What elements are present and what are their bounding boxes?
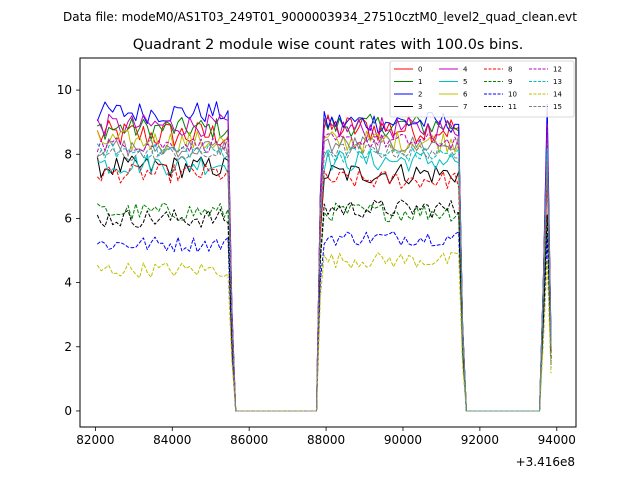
y-tick-label: 0 (64, 404, 72, 418)
legend-label-4: 4 (463, 66, 468, 74)
x-tick-label: 92000 (461, 433, 499, 447)
legend-label-13: 13 (553, 78, 562, 86)
legend-label-3: 3 (418, 103, 422, 111)
x-tick-label: 86000 (230, 433, 268, 447)
y-tick-label: 10 (57, 83, 72, 97)
legend-label-0: 0 (418, 66, 422, 74)
legend-frame (389, 60, 575, 118)
legend-label-15: 15 (553, 103, 562, 111)
legend-label-10: 10 (508, 91, 517, 99)
x-tick-label: 82000 (76, 433, 114, 447)
axes-frame (79, 57, 577, 428)
legend-label-9: 9 (508, 78, 512, 86)
axis-ticks: 82000 84000 86000 88000 90000 92000 94000 0 2 4 6 8… (57, 83, 576, 447)
x-tick-label: 94000 (538, 433, 576, 447)
legend-label-5: 5 (463, 78, 467, 86)
legend-label-6: 6 (463, 91, 468, 99)
chart-title: Quadrant 2 module wise count rates with … (133, 37, 524, 53)
legend-label-8: 8 (508, 66, 512, 74)
x-tick-label: 84000 (153, 433, 191, 447)
y-tick-label: 6 (64, 211, 72, 225)
y-tick-label: 4 (64, 276, 72, 290)
legend-label-1: 1 (418, 78, 422, 86)
x-tick-label: 88000 (307, 433, 345, 447)
x-offset-label: +3.416e8 (516, 455, 575, 469)
y-tick-label: 8 (64, 147, 72, 161)
figure-suptitle: Data file: modeM0/AS1T03_249T01_90000039… (63, 10, 577, 24)
x-tick-label: 90000 (384, 433, 422, 447)
legend-label-2: 2 (418, 91, 422, 99)
plot-area (96, 101, 552, 412)
y-tick-label: 2 (64, 340, 72, 354)
legend-label-11: 11 (508, 103, 517, 111)
series-line-15 (96, 143, 552, 412)
legend-label-14: 14 (553, 91, 562, 99)
series-line-9 (96, 202, 552, 412)
legend-label-7: 7 (463, 103, 467, 111)
legend-label-12: 12 (553, 66, 562, 74)
